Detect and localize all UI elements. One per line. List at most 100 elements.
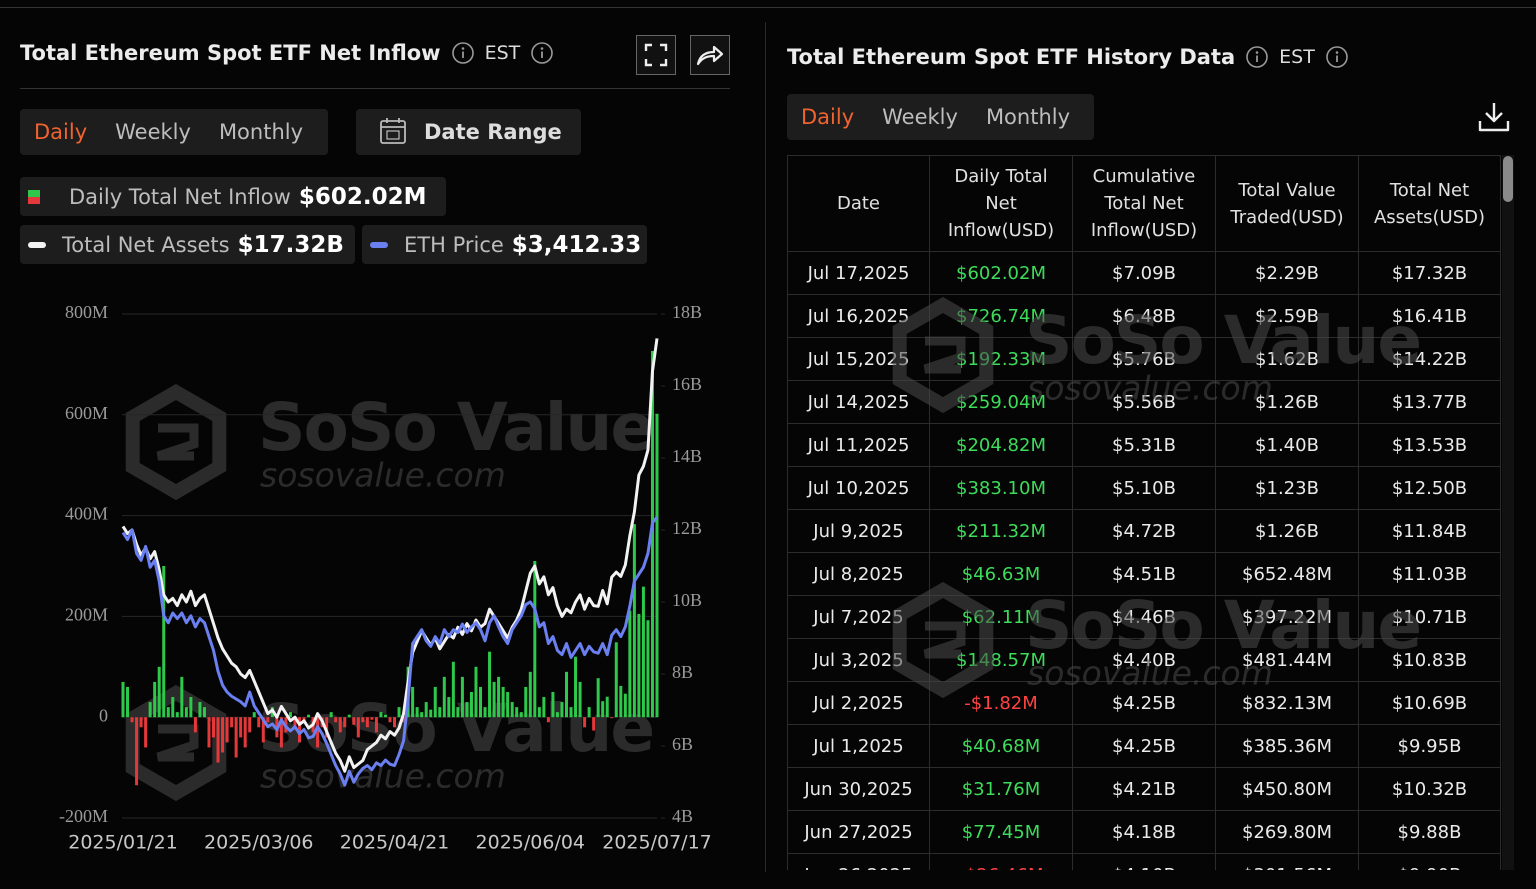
table-row: Jul 9,2025 $211.32M $4.72B $1.26B $11.84B (787, 509, 1501, 553)
table-cell: $9.90B (1358, 853, 1501, 870)
date-range-button[interactable]: Date Range (356, 109, 581, 155)
scrollbar-thumb[interactable] (1503, 156, 1513, 202)
bar (402, 717, 406, 723)
tab[interactable]: Monthly (218, 120, 304, 144)
table-cell: $10.69B (1358, 681, 1501, 725)
table-cell: $4.25B (1072, 681, 1216, 725)
column-header: Date (787, 155, 930, 252)
bar (329, 712, 333, 718)
bar (279, 717, 283, 748)
legend-value: $3,412.33 (511, 231, 642, 258)
table-row: Jul 3,2025 $148.57M $4.40B $481.44M $10.83B (787, 638, 1501, 682)
bar (144, 717, 148, 748)
y2-tick-label: 6B (672, 734, 693, 754)
bar (420, 712, 424, 718)
bar (356, 717, 360, 738)
info-icon[interactable] (1245, 45, 1269, 69)
bar (601, 701, 605, 718)
bar (424, 702, 428, 718)
table-cell: $726.74M (929, 294, 1073, 338)
table-cell: Jul 7,2025 (787, 595, 930, 639)
watermark-brand: SoSo Value (258, 389, 653, 466)
y-tick-label: 400M (65, 504, 108, 524)
download-button[interactable] (1476, 100, 1512, 134)
bar (307, 714, 311, 718)
legend-item[interactable]: Total Net Assets $17.32B (20, 225, 355, 264)
bar (135, 717, 139, 786)
y2-tick-label: 14B (672, 446, 702, 466)
table-cell: $2.29B (1215, 251, 1359, 295)
table-cell: $10.83B (1358, 638, 1501, 682)
bar (221, 717, 225, 753)
info-icon[interactable] (530, 41, 554, 65)
bar (429, 709, 433, 718)
legend-swatch (28, 189, 40, 204)
column-header: Cumulative Total Net Inflow(USD) (1072, 155, 1216, 252)
bar (411, 686, 415, 718)
bar (415, 707, 419, 718)
table-cell: $40.68M (929, 724, 1073, 768)
bar (469, 692, 473, 718)
bar (334, 717, 338, 723)
tab[interactable]: Daily (801, 105, 855, 129)
table-row: Jul 7,2025 $62.11M $4.46B $397.22M $10.71B (787, 595, 1501, 639)
bar (460, 676, 464, 718)
table-cell: $4.72B (1072, 509, 1216, 553)
bar (370, 717, 374, 720)
bar (157, 666, 161, 718)
bar (533, 560, 537, 718)
table-cell: $14.22B (1358, 337, 1501, 381)
table-cell: $16.41B (1358, 294, 1501, 338)
bar (488, 651, 492, 718)
table-cell: $62.11M (929, 595, 1073, 639)
fullscreen-button[interactable] (636, 35, 676, 75)
column-header: Total Net Assets(USD) (1358, 155, 1501, 252)
legend-item[interactable]: Daily Total Net Inflow $602.02M (20, 177, 446, 216)
bar (433, 686, 437, 718)
table-row: Jul 17,2025 $602.02M $7.09B $2.29B $17.32B (787, 251, 1501, 295)
table-cell: $4.25B (1072, 724, 1216, 768)
legend-item[interactable]: ETH Price $3,412.33 (362, 225, 647, 264)
tab[interactable]: Weekly (115, 120, 191, 144)
x-tick-label: 2025/04/21 (340, 832, 450, 854)
bar (180, 676, 184, 718)
table-cell: Jun 27,2025 (787, 810, 930, 854)
info-icon[interactable] (1325, 45, 1349, 69)
tab[interactable]: Weekly (882, 105, 958, 129)
right-title: Total Ethereum Spot ETF History Data (787, 45, 1236, 69)
bar (257, 717, 261, 728)
table-cell: $301.56M (1215, 853, 1359, 870)
bar (343, 717, 347, 728)
tab[interactable]: Daily (34, 120, 88, 144)
bar (623, 693, 627, 718)
tab[interactable]: Monthly (985, 105, 1071, 129)
bar (379, 712, 383, 718)
bar (148, 702, 152, 718)
y-tick-label: 600M (65, 403, 108, 423)
table-cell: $1.62B (1215, 337, 1359, 381)
info-icon[interactable] (451, 41, 475, 65)
table-cell: Jul 9,2025 (787, 509, 930, 553)
share-button[interactable] (690, 35, 730, 75)
table-cell: -$26.46M (929, 853, 1073, 870)
watermark-logo-mark (156, 724, 199, 762)
bar (555, 712, 559, 718)
bar (646, 620, 650, 718)
bar (352, 717, 356, 725)
column-header-text: Daily Total Net Inflow(USD) (947, 166, 1055, 241)
bar (515, 707, 519, 718)
left-header: Total Ethereum Spot ETF Net Inflow EST (20, 41, 554, 65)
bar (207, 717, 211, 748)
scrollbar-track (1502, 155, 1514, 870)
bar (212, 717, 216, 738)
bar (252, 712, 256, 718)
left-tabs: Daily Weekly Monthly (20, 109, 328, 155)
column-header-text: Cumulative Total Net Inflow(USD) (1090, 166, 1198, 241)
x-tick-label: 2025/06/04 (476, 832, 586, 854)
bar (551, 692, 555, 718)
bar (479, 686, 483, 718)
bar (248, 717, 252, 733)
table-cell: $397.22M (1215, 595, 1359, 639)
